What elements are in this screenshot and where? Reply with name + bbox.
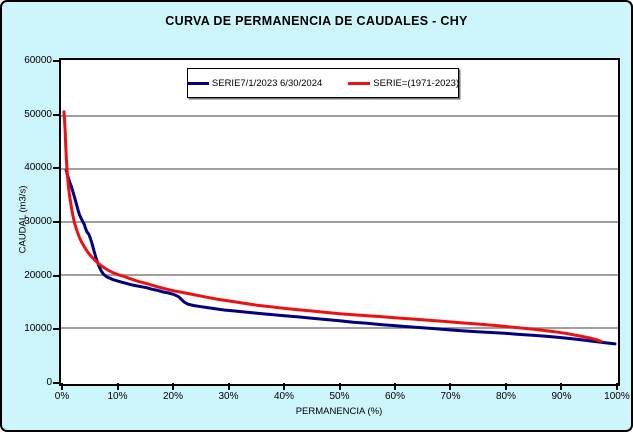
- y-axis-title: CAUDAL (m3/s): [17, 185, 29, 254]
- x-tick-label: 20%: [162, 391, 183, 402]
- series-line-0: [64, 168, 617, 346]
- x-tick-mark: [116, 383, 119, 390]
- y-tick-label: 40000: [24, 162, 52, 174]
- x-tick-label: 90%: [551, 391, 572, 402]
- y-tick-label: 0: [46, 376, 52, 388]
- x-tick-label: 10%: [107, 391, 128, 402]
- x-axis-title: PERMANENCIA (%): [295, 406, 383, 417]
- x-tick-mark: [61, 383, 64, 390]
- legend-line-swatch: [186, 81, 209, 85]
- y-tick-mark: [53, 221, 60, 223]
- x-tick-label: 40%: [273, 391, 294, 402]
- x-tick-mark: [393, 383, 396, 390]
- x-tick-label: 80%: [495, 391, 516, 402]
- y-tick-mark: [53, 381, 60, 384]
- x-tick-mark: [560, 383, 563, 390]
- x-tick-mark: [172, 383, 174, 390]
- x-tick-label: 60%: [384, 391, 405, 402]
- y-tick-mark: [53, 60, 60, 63]
- y-tick-mark: [53, 328, 60, 331]
- legend-item-1: SERIE=(1971-2023): [348, 78, 459, 89]
- x-tick-label: 70%: [440, 391, 461, 402]
- legend-line-swatch: [348, 81, 371, 85]
- x-tick-mark: [615, 383, 618, 390]
- x-tick-mark: [283, 383, 285, 390]
- y-tick-label: 60000: [24, 55, 52, 67]
- y-tick-label: 20000: [24, 269, 52, 281]
- x-tick-label: 100%: [604, 391, 630, 402]
- chart-title: CURVA DE PERMANENCIA DE CAUDALES - CHY: [165, 14, 468, 28]
- x-tick-label: 50%: [329, 391, 350, 402]
- legend-item-0: SERIE7/1/2023 6/30/2024: [186, 77, 323, 89]
- y-tick-mark: [53, 167, 60, 170]
- series-line-1: [62, 110, 603, 343]
- plot-canvas: [61, 110, 618, 346]
- y-tick-mark: [53, 274, 60, 277]
- y-tick-label: 10000: [24, 323, 52, 335]
- x-tick-label: 30%: [218, 391, 239, 402]
- legend-label: SERIE7/1/2023 6/30/2024: [211, 77, 323, 89]
- plot-area: [59, 58, 620, 386]
- x-tick-mark: [338, 383, 341, 390]
- legend-label: SERIE=(1971-2023): [373, 77, 460, 89]
- y-tick-mark: [53, 113, 60, 116]
- x-tick-label: 0%: [54, 391, 70, 402]
- x-tick-mark: [449, 383, 452, 390]
- x-tick-mark: [227, 383, 230, 390]
- y-tick-label: 30000: [24, 216, 52, 227]
- legend: SERIE7/1/2023 6/30/2024 SERIE=(1971-2023): [186, 68, 459, 98]
- x-tick-mark: [504, 383, 507, 390]
- y-tick-label: 50000: [24, 108, 52, 120]
